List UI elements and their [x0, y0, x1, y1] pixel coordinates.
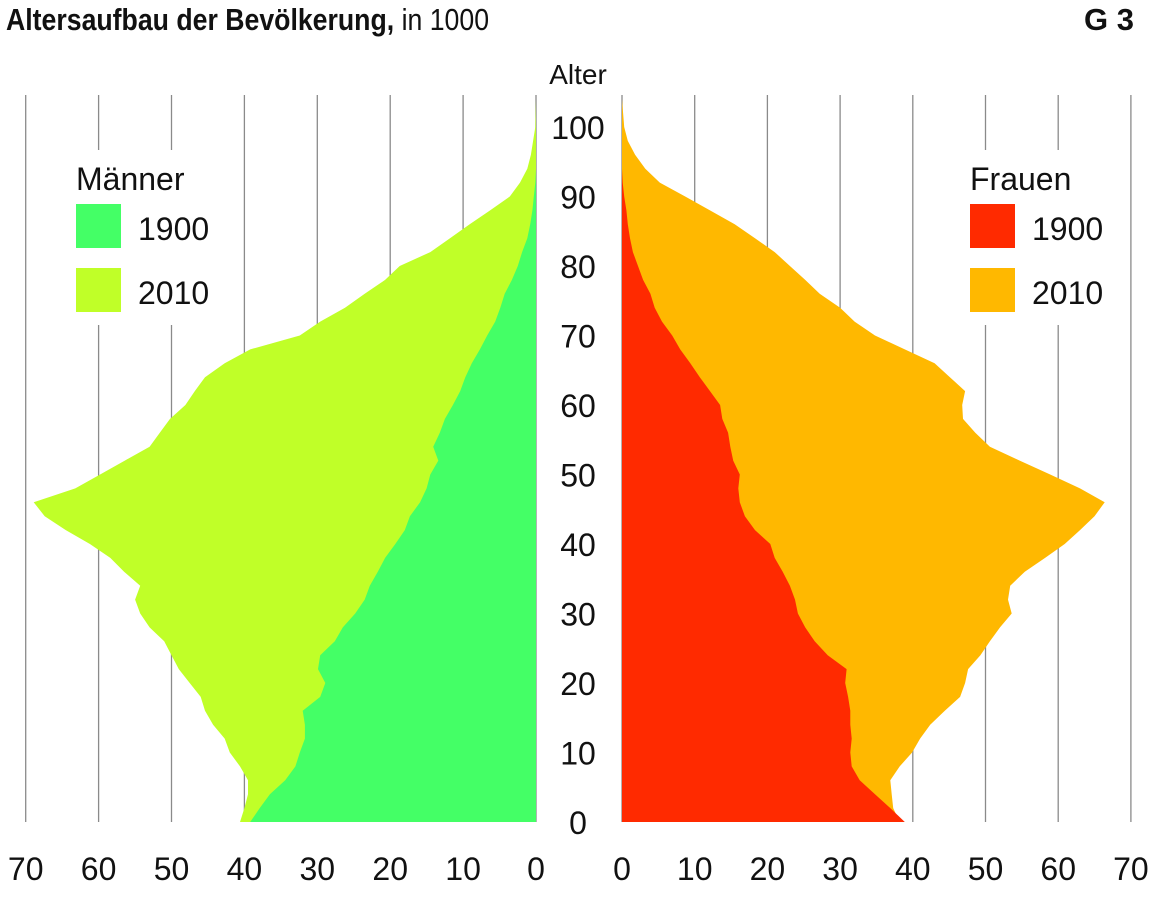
- title-bold: Altersaufbau der Bevölkerung,: [6, 2, 395, 37]
- y-tick: 70: [560, 319, 596, 355]
- x-tick-right: 70: [1113, 851, 1149, 887]
- chart-title: Altersaufbau der Bevölkerung, in 1000: [6, 2, 489, 38]
- y-tick: 20: [560, 666, 596, 702]
- y-tick: 30: [560, 597, 596, 633]
- legend-label: 2010: [138, 275, 209, 311]
- x-tick-left: 60: [81, 851, 117, 887]
- y-tick: 100: [551, 110, 604, 146]
- y-tick: 0: [569, 805, 587, 841]
- y-tick: 60: [560, 388, 596, 424]
- x-tick-left: 30: [300, 851, 336, 887]
- legends: Männer 1900 2010 Frauen 1900 2010: [66, 150, 1120, 325]
- y-tick: 80: [560, 249, 596, 285]
- tick-labels: 70 60 50 40 30 20 10 0 0 10 20 30 40 50 60 700102030405…: [8, 110, 1149, 887]
- x-tick-right: 20: [750, 851, 786, 887]
- x-tick-right: 0: [613, 851, 631, 887]
- x-tick-left: 40: [227, 851, 263, 887]
- x-tick-right: 50: [968, 851, 1004, 887]
- y-tick: 50: [560, 458, 596, 494]
- x-tick-right: 10: [677, 851, 713, 887]
- x-tick-right: 30: [822, 851, 858, 887]
- figure-code: G 3: [1084, 2, 1134, 37]
- x-tick-left: 10: [445, 851, 481, 887]
- legend-swatch-1900: [970, 204, 1015, 248]
- legend-title: Frauen: [970, 161, 1071, 197]
- legend-label: 1900: [1032, 211, 1103, 247]
- legend-swatch-2010: [970, 268, 1015, 312]
- legend-label: 1900: [138, 211, 209, 247]
- x-tick-left: 50: [154, 851, 190, 887]
- areas: [33, 99, 1105, 822]
- x-tick-left: 0: [527, 851, 545, 887]
- area-left-1900: [250, 99, 536, 822]
- y-tick: 90: [560, 180, 596, 216]
- area-right-1900: [622, 99, 905, 822]
- y-tick: 40: [560, 527, 596, 563]
- legend-label: 2010: [1032, 275, 1103, 311]
- legend-swatch-1900: [76, 204, 121, 248]
- x-tick-left: 20: [372, 851, 408, 887]
- legend-title: Männer: [76, 161, 185, 197]
- x-tick-left: 70: [8, 851, 44, 887]
- x-tick-right: 60: [1040, 851, 1076, 887]
- y-axis-label: Alter: [549, 59, 607, 90]
- y-tick: 10: [560, 736, 596, 772]
- x-tick-right: 40: [895, 851, 931, 887]
- legend-swatch-2010: [76, 268, 121, 312]
- title-unit: in 1000: [394, 2, 490, 37]
